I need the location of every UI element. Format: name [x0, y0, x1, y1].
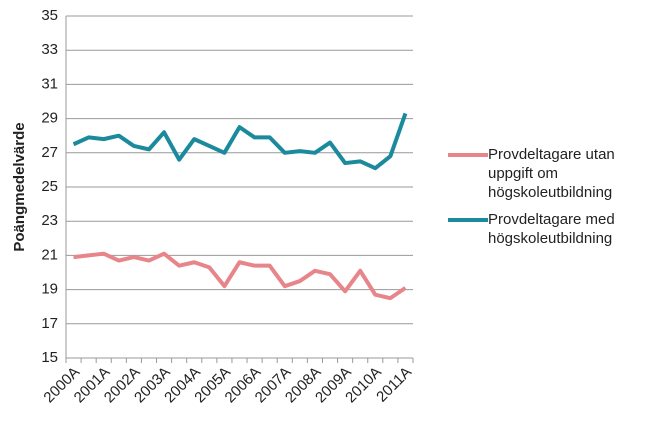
- y-tick-label: 17: [41, 315, 58, 332]
- legend-label: Provdeltagare med högskoleutbildning: [488, 211, 615, 247]
- y-tick-label: 29: [41, 110, 58, 127]
- legend-item: Provdeltagare utan uppgift om högskoleut…: [448, 145, 653, 202]
- x-tick-label: 2011A: [373, 364, 415, 406]
- y-tick-label: 31: [41, 75, 58, 92]
- legend-swatch: [448, 153, 488, 157]
- y-tick-label: 33: [41, 41, 58, 58]
- legend-label: Provdeltagare utan uppgift om högskoleut…: [488, 146, 615, 201]
- y-axis-label: Poängmedelvärde: [11, 122, 28, 251]
- legend-item: Provdeltagare med högskoleutbildning: [448, 210, 653, 248]
- y-tick-label: 19: [41, 281, 58, 298]
- legend: Provdeltagare utan uppgift om högskoleut…: [448, 145, 653, 256]
- y-tick-label: 15: [41, 349, 58, 366]
- series-line: [73, 251, 407, 301]
- y-tick-label: 25: [41, 178, 58, 195]
- y-tick-label: 35: [41, 7, 58, 24]
- legend-swatch: [448, 218, 488, 222]
- y-tick-label: 21: [41, 246, 58, 263]
- y-tick-label: 23: [41, 212, 58, 229]
- series-line: [72, 112, 408, 171]
- y-tick-label: 27: [41, 144, 58, 161]
